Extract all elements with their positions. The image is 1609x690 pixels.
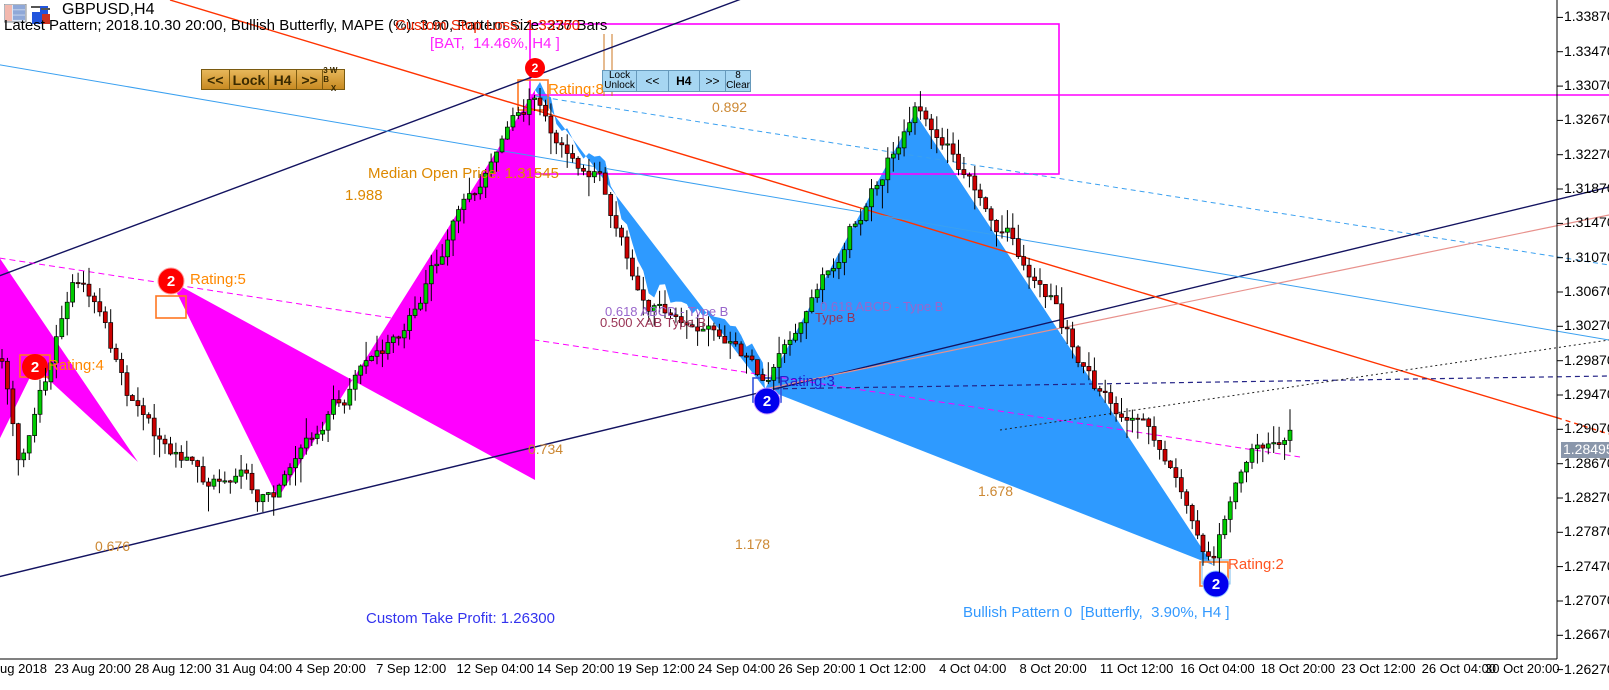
svg-text:2: 2	[532, 61, 539, 75]
svg-text:2: 2	[1212, 576, 1220, 593]
svg-text:2: 2	[167, 273, 175, 290]
svg-text:2: 2	[31, 359, 39, 376]
svg-text:2: 2	[763, 393, 771, 410]
